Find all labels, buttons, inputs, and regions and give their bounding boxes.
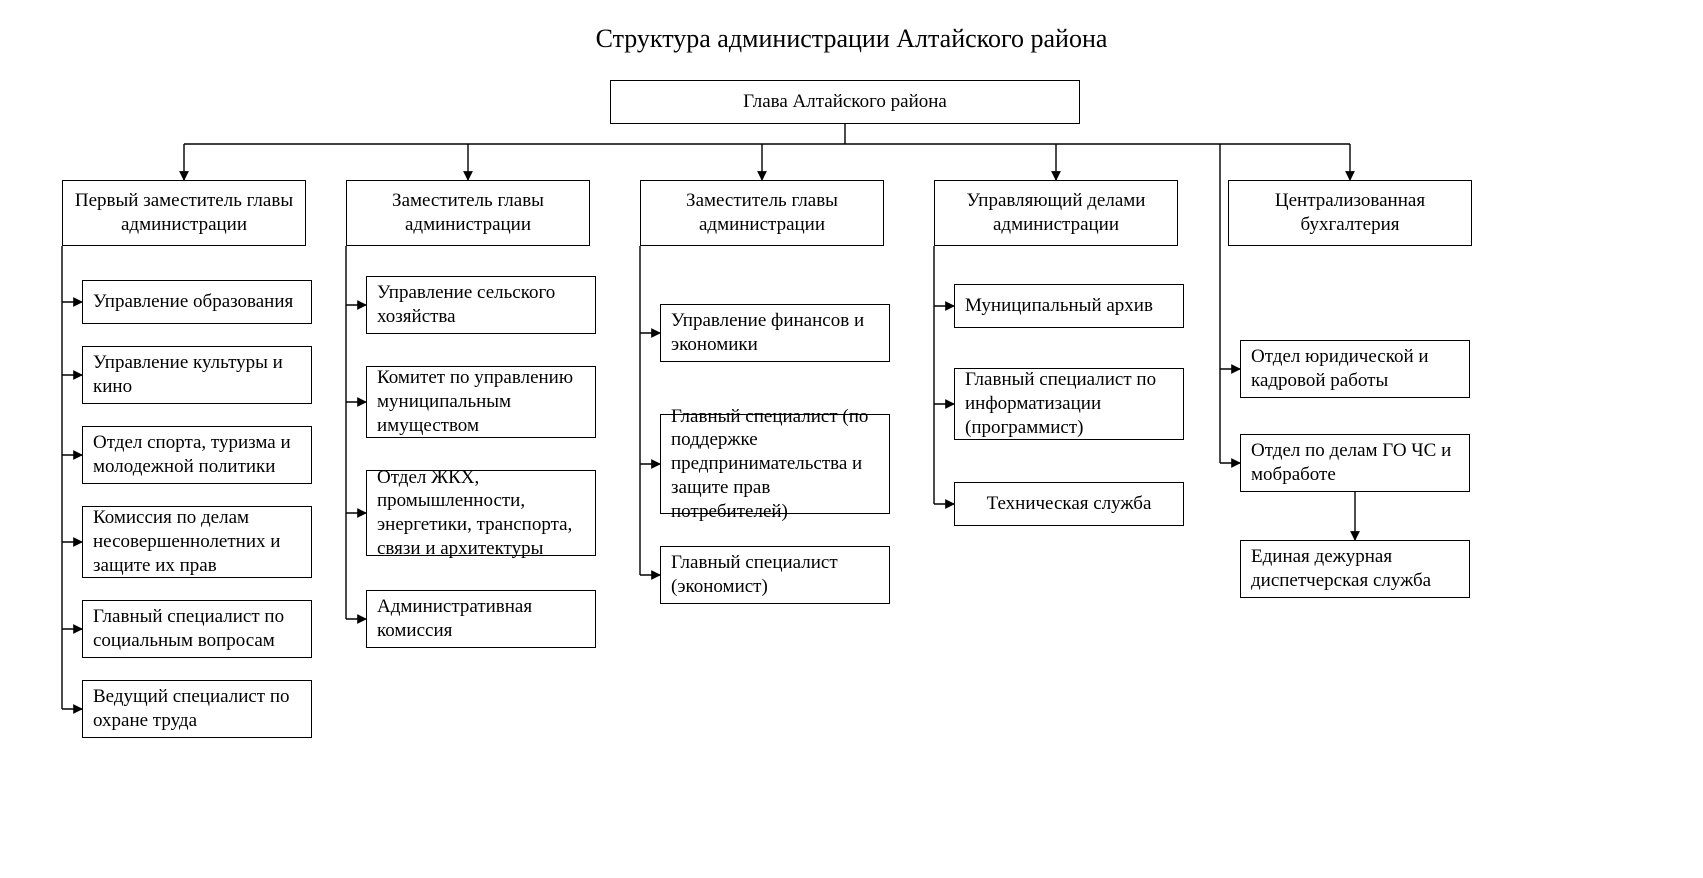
branch-1-child-0: Управление сельского хозяйства — [366, 276, 596, 334]
branch-head-4: Централизованная бухгалтерия — [1228, 180, 1472, 246]
branch-0-child-4: Главный специалист по социальным вопроса… — [82, 600, 312, 658]
branch-1-child-2: Отдел ЖКХ, промышленности, энергетики, т… — [366, 470, 596, 556]
branch-3-child-1: Главный специалист по информатизации (пр… — [954, 368, 1184, 440]
right-side-node-1: Отдел по делам ГО ЧС и мобработе — [1240, 434, 1470, 492]
branch-1-child-1: Комитет по управлению муниципальным имущ… — [366, 366, 596, 438]
branch-0-child-1: Управление культуры и кино — [82, 346, 312, 404]
branch-head-2: Заместитель главы администрации — [640, 180, 884, 246]
branch-0-child-0: Управление образования — [82, 280, 312, 324]
branch-0-child-5: Ведущий специалист по охране труда — [82, 680, 312, 738]
branch-2-child-0: Управление финансов и экономики — [660, 304, 890, 362]
branch-2-child-1: Главный специалист (по поддержке предпри… — [660, 414, 890, 514]
branch-0-child-2: Отдел спорта, туризма и молодежной полит… — [82, 426, 312, 484]
branch-1-child-3: Административная комиссия — [366, 590, 596, 648]
org-chart-canvas: Структура администрации Алтайского район… — [0, 0, 1703, 878]
branch-head-0: Первый заместитель главы администрации — [62, 180, 306, 246]
diagram-title: Структура администрации Алтайского район… — [0, 24, 1703, 54]
right-side-node-0: Отдел юридической и кадровой работы — [1240, 340, 1470, 398]
branch-2-child-2: Главный специалист (экономист) — [660, 546, 890, 604]
right-side-vertical-child: Единая дежурная диспетчерская служба — [1240, 540, 1470, 598]
branch-head-3: Управляющий делами администрации — [934, 180, 1178, 246]
branch-0-child-3: Комиссия по делам несовершеннолетних и з… — [82, 506, 312, 578]
branch-3-child-2: Техническая служба — [954, 482, 1184, 526]
branch-head-1: Заместитель главы администрации — [346, 180, 590, 246]
root-node: Глава Алтайского района — [610, 80, 1080, 124]
branch-3-child-0: Муниципальный архив — [954, 284, 1184, 328]
